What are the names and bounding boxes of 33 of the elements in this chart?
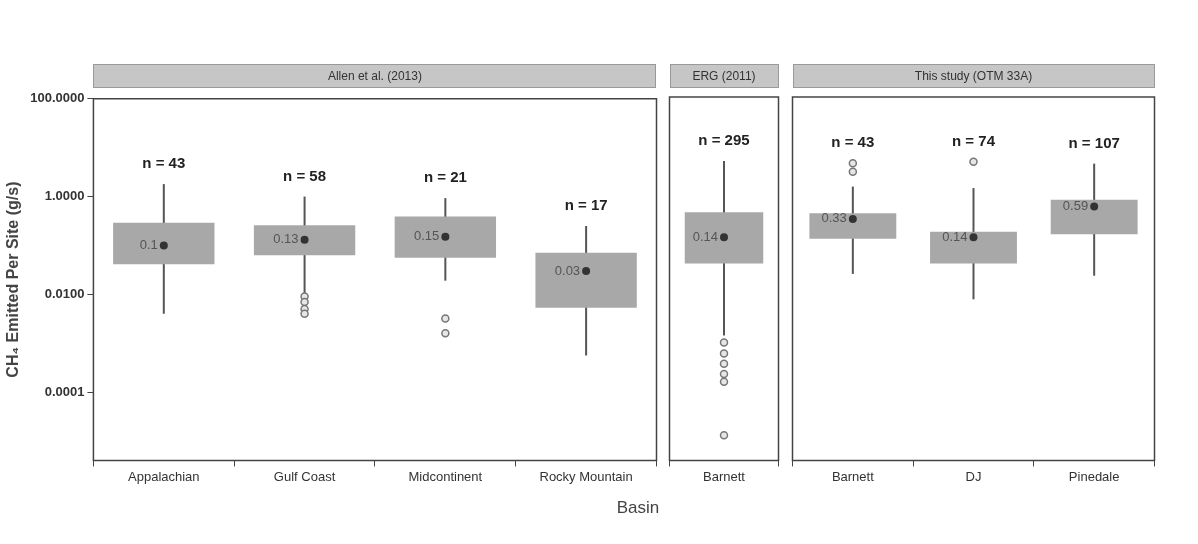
text: 0.1 (139, 237, 158, 253)
chart-title: ERG (2011) (669, 64, 779, 88)
x-tick-label: Pinedale (1068, 468, 1120, 484)
chart-title: This study (OTM 33A) (792, 64, 1155, 88)
chart-title: Allen et al. (2013) (93, 64, 657, 88)
x-axis-title: Basin (616, 498, 660, 518)
annotation: n = 43 (831, 133, 875, 151)
x-tick-label: Appalachian (128, 468, 200, 484)
text: 0.59 (1062, 198, 1089, 214)
y-tick-label: 0.0100 (44, 285, 85, 301)
x-tick-label: Rocky Mountain (539, 468, 633, 484)
text: 0.14 (942, 228, 968, 244)
x-tick-label: Barnett (831, 468, 875, 484)
text: 0.14 (692, 228, 718, 244)
annotation: n = 17 (564, 196, 608, 214)
text: 0.15 (414, 228, 440, 244)
annotation: n = 74 (952, 131, 996, 149)
x-tick-label: DJ (965, 468, 982, 484)
annotation: n = 21 (423, 168, 467, 186)
y-tick-label: 0.0001 (44, 383, 85, 399)
y-axis-title: CH₄ Emitted Per Site (g/s) (4, 181, 22, 378)
annotation: n = 58 (283, 166, 327, 184)
annotation: n = 107 (1068, 133, 1120, 151)
text: 0.03 (554, 262, 581, 278)
text: 0.33 (821, 210, 847, 226)
x-tick-label: Gulf Coast (273, 468, 336, 484)
y-tick-label: 100.0000 (30, 90, 85, 106)
annotation: n = 295 (698, 131, 750, 149)
text: 0.13 (273, 231, 299, 247)
x-tick-label: Barnett (703, 468, 746, 484)
y-tick-label: 1.0000 (44, 188, 85, 204)
annotation: n = 43 (142, 154, 186, 172)
x-tick-label: Midcontinent (408, 468, 483, 484)
